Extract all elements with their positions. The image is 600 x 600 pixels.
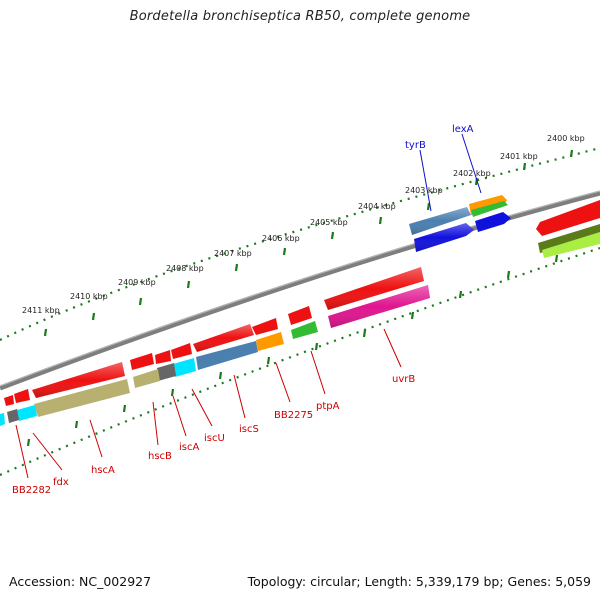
- gene-iscU-product: [173, 358, 196, 377]
- accession-text: Accession: NC_002927: [9, 574, 152, 589]
- gene-BB2275-product: [256, 332, 284, 351]
- scale-label: 2406 kbp: [262, 234, 300, 243]
- inner-scale-arc: [0, 246, 600, 477]
- gene-BB2282-product: [7, 409, 19, 423]
- gene-hscB: [130, 353, 154, 370]
- scale-label: 2407 kbp: [214, 249, 252, 258]
- forward-label-leaders: [419, 133, 482, 212]
- gene-iscU: [171, 343, 192, 359]
- genome-backbone: [0, 190, 600, 391]
- gene-right-a: [536, 200, 600, 236]
- reverse-strand-genes: [0, 267, 430, 426]
- scale-label: 2411 kbp: [22, 306, 60, 315]
- scale-label: 2401 kbp: [500, 152, 538, 161]
- scale-label: 2402 kbp: [453, 169, 491, 178]
- gene-label-hscB: hscB: [148, 451, 172, 462]
- gene-label-iscA: iscA: [179, 442, 199, 453]
- scale-label: 2403 kbp: [405, 186, 443, 195]
- gene-label-iscU: iscU: [204, 433, 225, 444]
- outer-scale-arc: [0, 146, 600, 341]
- gene-ptpA: [288, 306, 312, 325]
- gene-left-edge: [0, 413, 5, 426]
- scale-label: 2404 kbp: [358, 202, 396, 211]
- gene-label-iscS: iscS: [239, 424, 259, 435]
- gene-label-BB2282: BB2282: [12, 485, 51, 496]
- gene-lexA-product: [471, 201, 508, 217]
- gene-label-fdx: fdx: [53, 477, 69, 488]
- gene-iscA-product: [157, 363, 176, 381]
- reverse-label-leaders: [15, 328, 402, 479]
- gene-label-BB2275: BB2275: [274, 410, 313, 421]
- gene-iscS-product: [196, 341, 258, 370]
- gene-BB2282: [4, 395, 14, 406]
- gene-label-uvrB: uvrB: [392, 374, 415, 385]
- scale-label: 2408 kbp: [166, 264, 204, 273]
- gene-label-ptpA: ptpA: [316, 401, 340, 412]
- gene-BB2275: [252, 318, 278, 335]
- gene-ptpA-product: [291, 321, 318, 339]
- gene-iscA: [155, 350, 171, 364]
- page-title: Bordetella bronchiseptica RB50, complete…: [129, 9, 471, 24]
- scale-label: 2400 kbp: [547, 134, 585, 143]
- gene-fdx-product: [17, 405, 37, 421]
- gene-label-hscA: hscA: [91, 465, 115, 476]
- gene-label-tyrB: tyrB: [405, 140, 426, 151]
- gene-label-lexA: lexA: [452, 124, 474, 135]
- scale-label: 2410 kbp: [70, 292, 108, 301]
- gene-right-c: [542, 232, 600, 258]
- scale-label: 2405 kbp: [310, 218, 348, 227]
- major-ticks: [26, 149, 574, 447]
- gene-hscA-product: [34, 379, 130, 417]
- gene-fdx: [14, 389, 30, 403]
- gene-hscB-product: [133, 369, 160, 388]
- scale-label: 2409 kbp: [118, 278, 156, 287]
- forward-gene-labels: tyrB lexA: [405, 124, 474, 151]
- forward-strand-genes: [409, 195, 600, 258]
- gene-right-b: [538, 224, 600, 253]
- scale-labels: 2400 kbp 2401 kbp 2402 kbp 2403 kbp 2404…: [22, 134, 585, 315]
- gene-lexA: [475, 212, 511, 232]
- topology-text: Topology: circular; Length: 5,339,179 bp…: [247, 574, 591, 589]
- reverse-gene-labels: BB2282 fdx hscA hscB iscA iscU iscS BB22…: [12, 374, 415, 496]
